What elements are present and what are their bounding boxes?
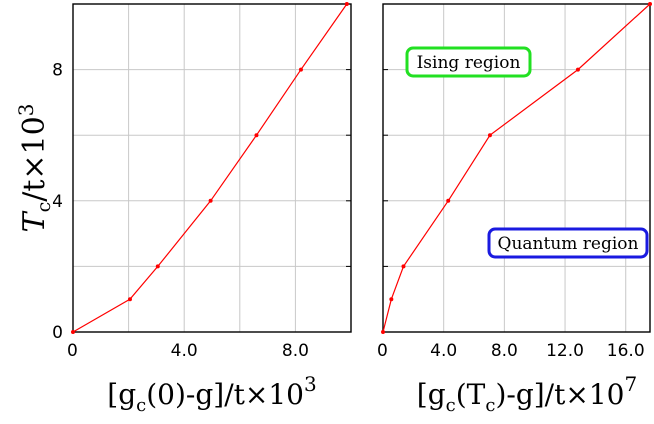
x1-part2: (0)-g]/t×10 — [146, 378, 304, 411]
y-tick-label: 4 — [52, 192, 63, 212]
x2-part2: (T — [456, 378, 486, 411]
y-axis-label: Tc/t×103 — [14, 104, 55, 233]
data-point — [487, 133, 492, 138]
x-tick-label: 8.0 — [491, 341, 518, 361]
panel-left: 0 4.0 8.0 0 4 8 — [52, 2, 352, 361]
plot-frame — [72, 3, 352, 333]
data-point — [208, 198, 213, 203]
plot-frame — [382, 3, 651, 333]
x2-sub2: c — [485, 395, 495, 416]
data-point — [446, 198, 451, 203]
annotation-label: Ising region — [417, 53, 521, 73]
x2-part1: [g — [417, 378, 446, 411]
x-axis-label-left: [gc(0)-g]/t×103 — [107, 372, 316, 416]
y-label-sup: 3 — [14, 104, 38, 117]
x1-sub: c — [136, 395, 146, 416]
x-tick-label: 12.0 — [546, 341, 584, 361]
x-tick-label: 0 — [67, 341, 78, 361]
x-tick-label: 4.0 — [171, 341, 198, 361]
x1-sup: 3 — [304, 372, 317, 396]
y-label-sub: c — [33, 202, 55, 213]
data-point — [575, 67, 580, 72]
data-point — [127, 297, 132, 302]
x-tick-label: 0 — [377, 341, 388, 361]
x2-part3: )-g]/t×10 — [495, 378, 624, 411]
data-point — [155, 264, 160, 269]
y-tick-label: 0 — [52, 323, 63, 343]
y-label-main: T — [17, 210, 52, 232]
data-point — [401, 264, 406, 269]
series-line — [72, 3, 348, 333]
x1-part1: [g — [107, 378, 136, 411]
x-tick-label: 8.0 — [282, 341, 309, 361]
y-tick-label: 8 — [52, 61, 63, 81]
data-point — [71, 330, 75, 334]
data-point — [648, 2, 652, 6]
y-label-rest: /t×10 — [17, 116, 52, 201]
x-tick-label: 4.0 — [430, 341, 457, 361]
annotation-label: Quantum region — [498, 234, 639, 254]
x-axis-label-right: [gc(Tc)-g]/t×107 — [417, 372, 637, 416]
data-point — [389, 297, 394, 302]
x-tick-label: 16.0 — [607, 341, 645, 361]
x2-sup: 7 — [624, 372, 637, 396]
axis-labels: Tc/t×103[gc(0)-g]/t×103 [gc(Tc)-g]/t×107 — [14, 104, 637, 416]
panel-right: 0 4.0 8.0 12.0 16.0 Ising region Quantum regio… — [377, 2, 652, 361]
data-point — [344, 2, 349, 6]
x2-sub: c — [446, 395, 456, 416]
data-point — [381, 330, 385, 334]
data-point — [298, 67, 303, 72]
annotation-box — [487, 227, 649, 259]
annotation-box — [405, 46, 532, 78]
data-point — [254, 133, 259, 138]
